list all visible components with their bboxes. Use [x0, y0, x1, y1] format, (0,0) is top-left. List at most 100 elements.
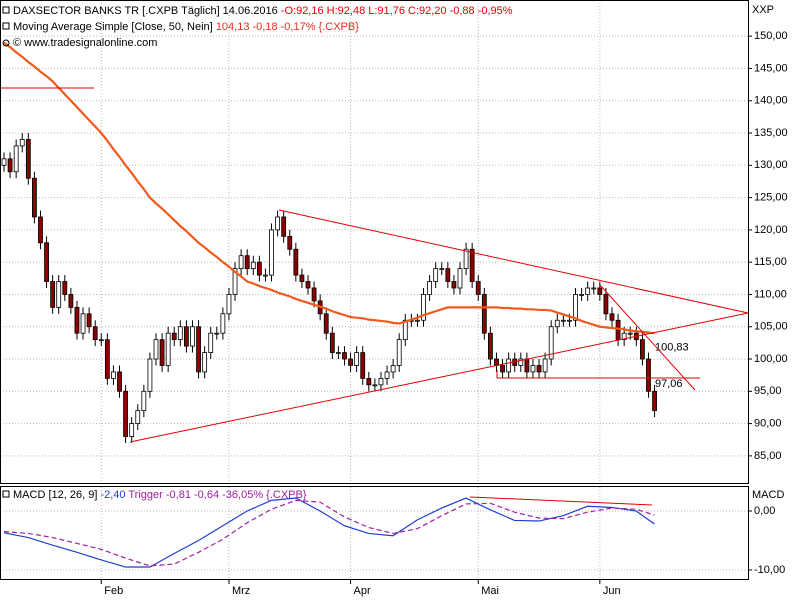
- candle-body: [627, 332, 633, 335]
- candle-body: [554, 319, 560, 328]
- candle-body: [141, 390, 147, 412]
- candle-body: [135, 410, 141, 424]
- candle-body: [530, 365, 536, 373]
- candle-body: [585, 287, 591, 295]
- candle-body: [402, 319, 408, 341]
- candle-body: [463, 248, 469, 270]
- candle-body: [652, 390, 657, 412]
- candle-body: [25, 139, 31, 179]
- candle-body: [244, 255, 250, 270]
- x-tick-label: Jun: [603, 585, 621, 597]
- candle-body: [250, 261, 256, 270]
- candle-body: [190, 326, 195, 347]
- candle-body: [615, 319, 621, 341]
- axis-label: MACD: [752, 489, 784, 501]
- candle-body: [226, 294, 232, 315]
- source: © www.tradesignalonline.com: [13, 37, 157, 49]
- price-panel-frame: [0, 0, 749, 484]
- candle-body: [366, 377, 372, 386]
- candle-body: [372, 384, 378, 387]
- trendline: [599, 284, 696, 391]
- y-tick-label: 95,00: [754, 385, 782, 397]
- candle-body: [293, 248, 299, 276]
- candle-body: [68, 294, 74, 308]
- candle-body: [335, 352, 341, 354]
- candle-body: [597, 287, 603, 295]
- candle-body: [342, 352, 347, 360]
- candle-body: [591, 287, 597, 290]
- y-tick-label: 110,00: [754, 288, 787, 300]
- candle-body: [396, 339, 402, 366]
- candle-body: [256, 261, 262, 276]
- candle-body: [323, 313, 329, 334]
- candle-body: [640, 339, 645, 360]
- candle-body: [281, 216, 287, 237]
- candle-body: [269, 229, 274, 276]
- candle-body: [390, 365, 396, 373]
- candle-body: [44, 242, 49, 282]
- annotation: 100,83: [655, 342, 689, 354]
- candle-body: [439, 268, 445, 271]
- candle-body: [433, 268, 439, 282]
- candle-body: [621, 332, 627, 341]
- candle-body: [165, 332, 171, 366]
- candle-body: [196, 326, 201, 373]
- y-tick-label: 100,00: [754, 353, 788, 365]
- chart-title: DAXSECTOR BANKS TR [.CXPB Täglich] 14.06…: [13, 5, 278, 17]
- candle-body: [609, 313, 615, 321]
- moving-average-line: [3, 41, 655, 335]
- candle-body: [305, 281, 311, 289]
- x-tick-label: Mrz: [232, 585, 250, 597]
- candle-body: [542, 358, 548, 373]
- candle-body: [360, 352, 366, 379]
- macd-legend: MACD [12, 26, 9] -2,40 Trigger -0,81 -0,…: [13, 489, 307, 501]
- candle-body: [263, 274, 268, 277]
- candle-body: [208, 332, 214, 353]
- y-tick-label: 120,00: [754, 224, 788, 236]
- candle-body: [524, 358, 530, 373]
- candle-body: [220, 313, 226, 334]
- ma-legend: Moving Average Simple [Close, 50, Nein] …: [13, 21, 359, 33]
- candle-body: [129, 423, 135, 437]
- legend-readout: -2,40: [100, 489, 125, 501]
- candle-body: [177, 326, 183, 341]
- macd-panel-frame: [0, 486, 749, 580]
- candle-body: [38, 216, 43, 244]
- candle-body: [13, 145, 19, 173]
- candle-body: [50, 281, 56, 308]
- legend-entry: Moving Average Simple [Close, 50, Nein]: [13, 21, 213, 33]
- candle-body: [445, 268, 451, 282]
- candle-body: [56, 281, 62, 308]
- candle-body: [19, 139, 25, 147]
- candle-body: [354, 352, 360, 366]
- y-tick-label: 140,00: [754, 95, 788, 107]
- quote: -O:92,16 H:92,48 L:91,76 C:92,20 -0,88 -…: [281, 5, 513, 17]
- y-tick-label: 125,00: [754, 191, 788, 203]
- candle-body: [579, 294, 584, 296]
- legend-icon: [2, 22, 10, 30]
- y-tick-label: 115,00: [754, 256, 787, 268]
- trendline: [469, 496, 653, 506]
- candle-body: [536, 365, 542, 373]
- candle-body: [74, 306, 80, 334]
- x-tick-label: Apr: [354, 585, 371, 597]
- candle-body: [147, 358, 153, 392]
- candle-body: [384, 371, 390, 379]
- candle-body: [62, 281, 68, 295]
- y-tick-label: 145,00: [754, 62, 788, 74]
- legend-icon: [2, 490, 10, 498]
- candle-body: [232, 268, 238, 295]
- trendline: [278, 209, 749, 314]
- y-tick-label: 0,00: [754, 505, 775, 517]
- y-tick-label: -10,00: [754, 564, 785, 576]
- candle-body: [427, 281, 433, 295]
- candle-body: [111, 371, 116, 379]
- candle-body: [275, 216, 281, 231]
- y-tick-label: 130,00: [754, 159, 788, 171]
- legend-readout: -0,81 -0,64 -36,05% {.CXPB}: [166, 489, 307, 501]
- y-tick-label: 85,00: [754, 450, 782, 462]
